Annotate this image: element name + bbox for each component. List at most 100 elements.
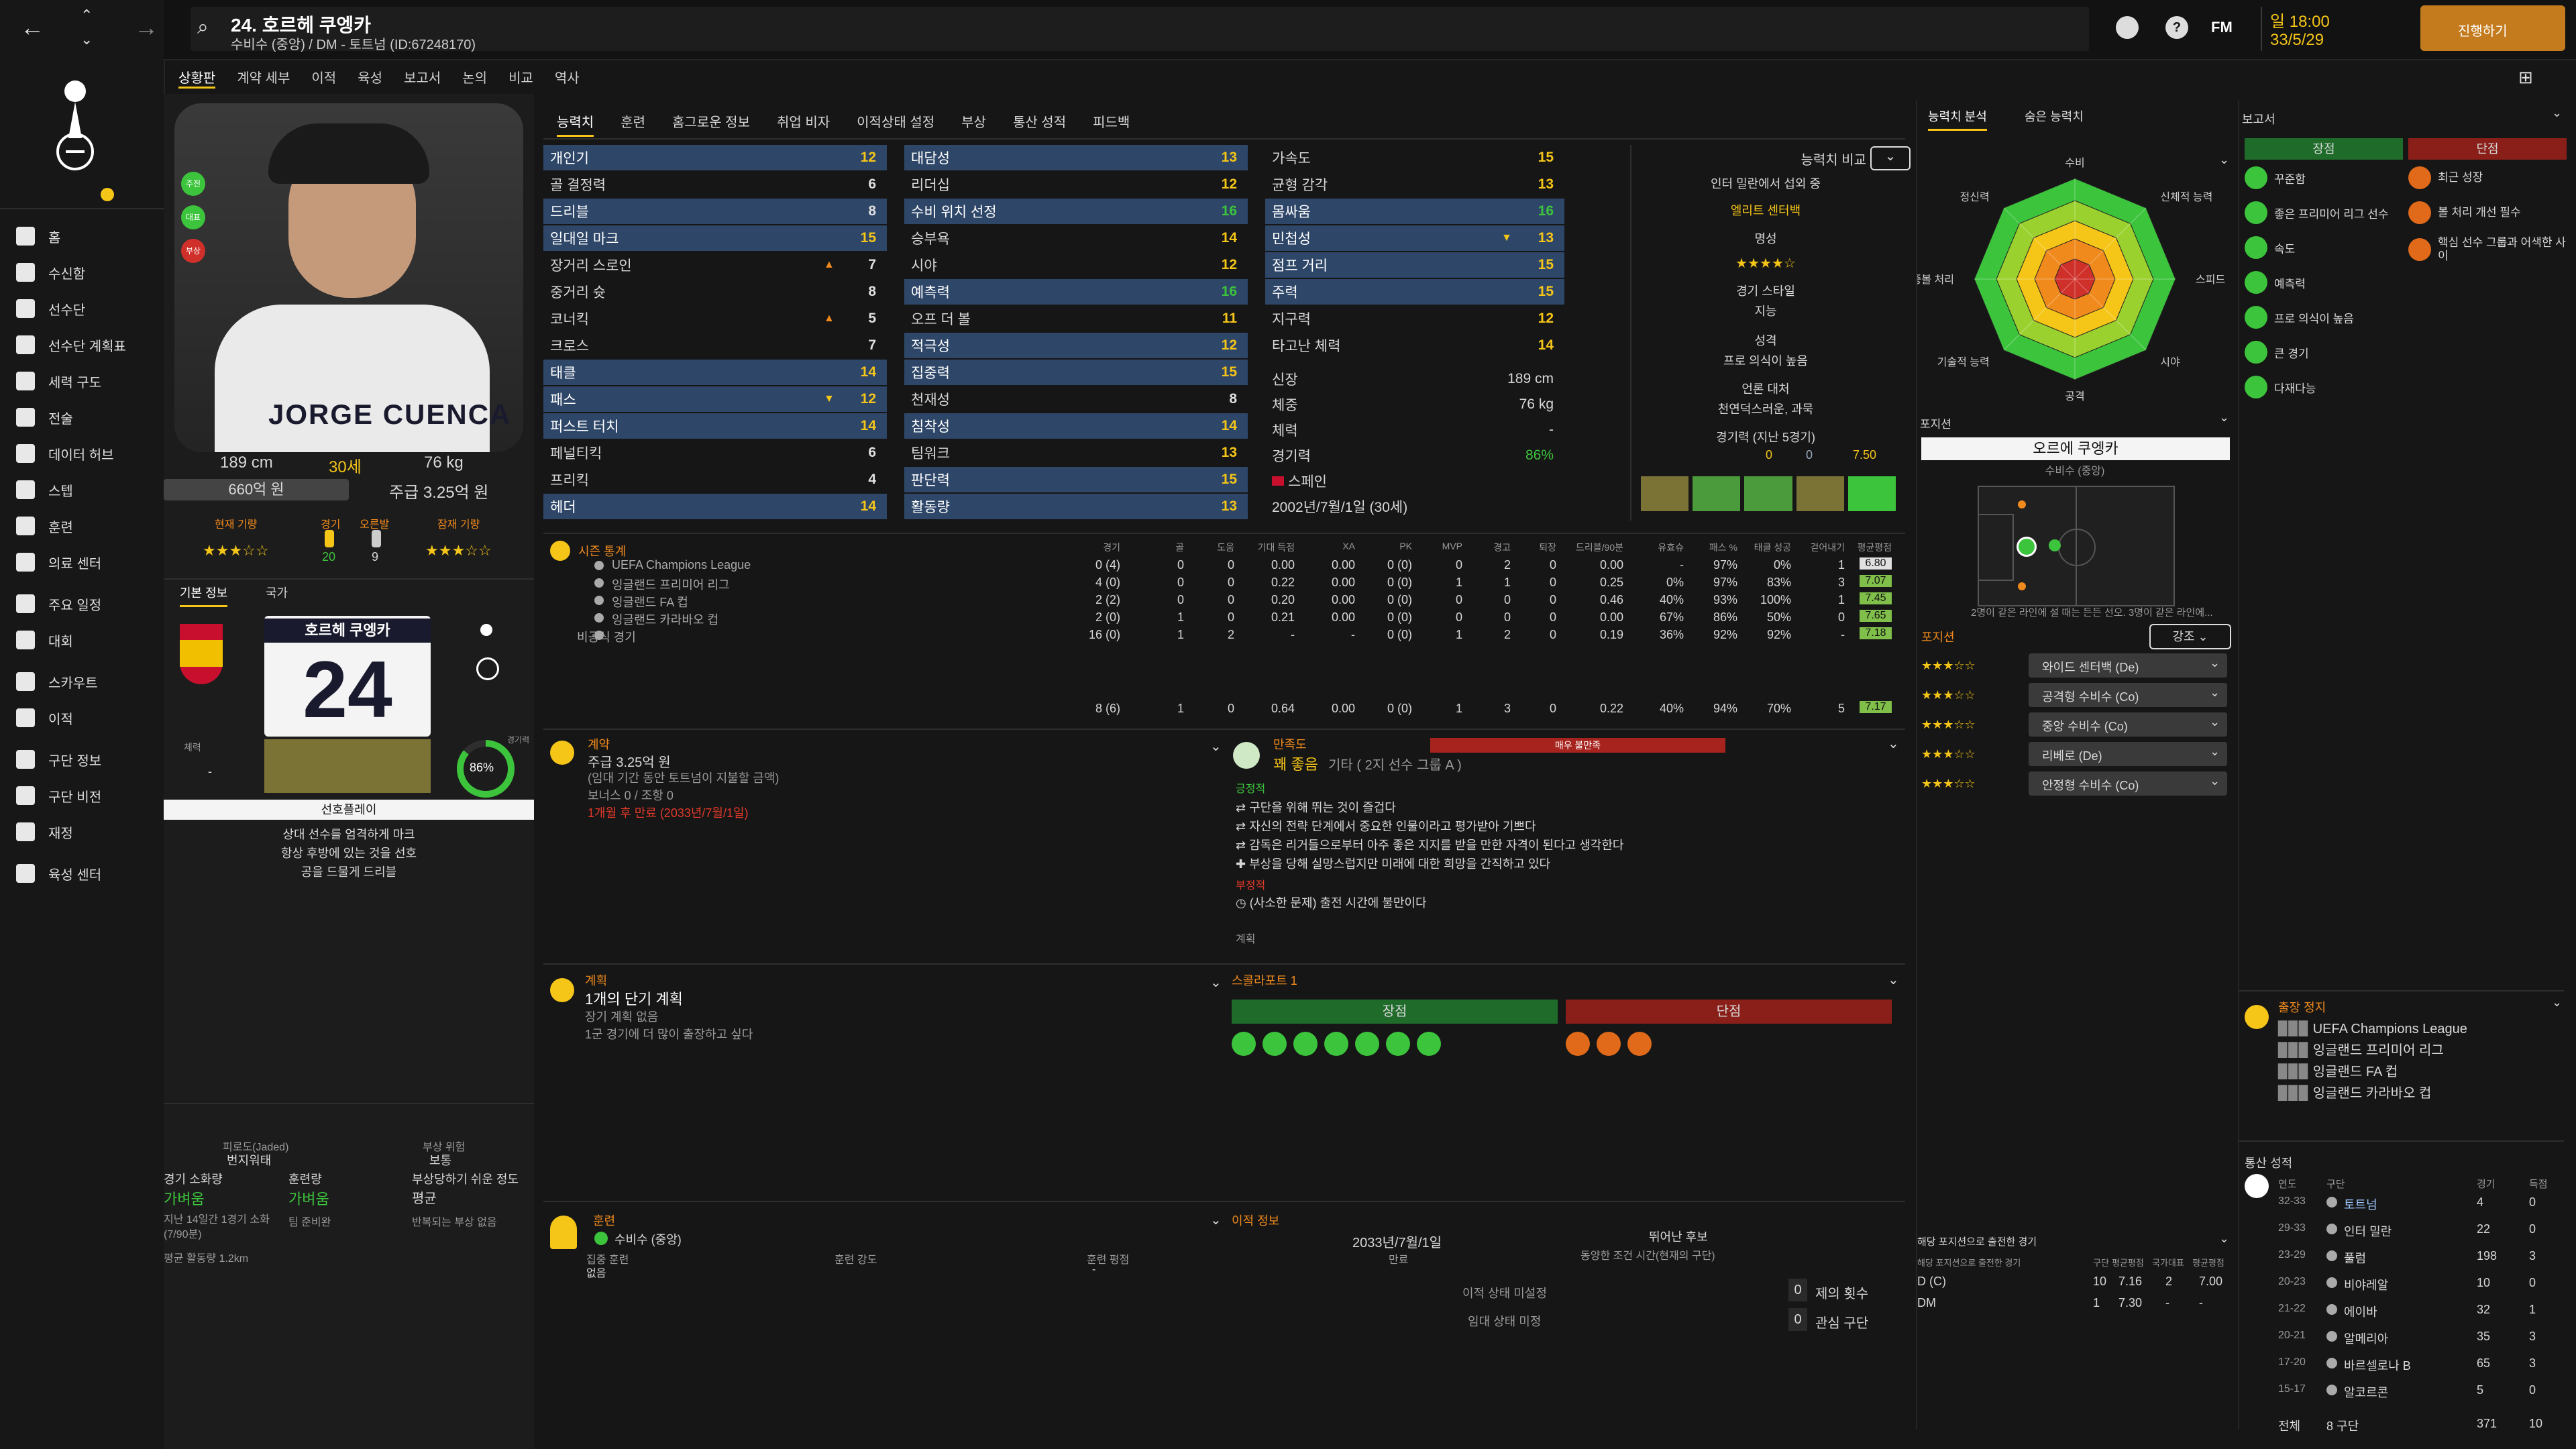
anticipation-icon[interactable] — [1324, 1032, 1348, 1056]
professional-icon[interactable] — [1355, 1032, 1379, 1056]
tab-work-permit[interactable]: 취업 비자 — [776, 115, 830, 130]
career-club[interactable]: 인터 밀란 — [2344, 1225, 2392, 1238]
competition-name[interactable]: 잉글랜드 FA 컵 — [612, 596, 688, 609]
career-club[interactable]: 풀럼 — [2344, 1252, 2367, 1265]
relationship-icon[interactable] — [1627, 1032, 1652, 1056]
chevron-up-icon[interactable]: ⌃ — [80, 7, 93, 23]
attribute-row[interactable]: 점프 거리 15 — [1265, 252, 1564, 278]
sidebar-item-tactics[interactable]: 전술 — [16, 404, 73, 431]
competition-name[interactable]: 잉글랜드 카라바오 컵 — [612, 613, 719, 627]
attribute-row[interactable]: 침착성 14 — [904, 413, 1248, 439]
role-dropdown[interactable]: 리베로 (De) ⌄ — [2029, 742, 2227, 766]
sidebar-item-club-info[interactable]: 구단 정보 — [16, 746, 101, 773]
search-icon[interactable]: ⌕ — [197, 16, 209, 38]
consistency-icon[interactable] — [1232, 1032, 1256, 1056]
transfer-title[interactable]: 이적 정보 — [1232, 1214, 1280, 1228]
sidebar-item-dev-centre[interactable]: 육성 센터 — [16, 860, 101, 887]
tab-transfer-status[interactable]: 이적상태 설정 — [857, 115, 935, 130]
attribute-row[interactable]: 적극성 12 — [904, 333, 1248, 358]
sidebar-item-competitions[interactable]: 대회 — [16, 627, 73, 653]
report-weakness-item[interactable]: 볼 처리 개선 필수 — [2408, 201, 2567, 224]
attribute-row[interactable]: 집중력 15 — [904, 360, 1248, 385]
back-arrow-icon[interactable]: ← — [20, 13, 44, 41]
attribute-row[interactable]: 팀워크 13 — [904, 440, 1248, 466]
attribute-row[interactable]: 균형 감각 13 — [1265, 172, 1564, 197]
badge-injury[interactable]: 부상 — [181, 239, 205, 263]
attribute-row[interactable]: 태클 14 — [543, 360, 887, 385]
tab-hidden-attributes[interactable]: 숨은 능력치 — [2025, 110, 2084, 123]
natural-position-dot[interactable] — [2017, 537, 2037, 557]
attribute-row[interactable]: 장거리 스로인 ▲ 7 — [543, 252, 887, 278]
attribute-row[interactable]: 퍼스트 터치 14 — [543, 413, 887, 439]
highlight-dropdown[interactable]: 강조 ⌄ — [2149, 624, 2231, 649]
stats-column-header[interactable]: PK — [1399, 541, 1412, 551]
tab-nation[interactable]: 국가 — [266, 586, 288, 600]
attribute-row[interactable]: 대담성 13 — [904, 145, 1248, 170]
attribute-row[interactable]: 민첩성 ▼ 13 — [1265, 225, 1564, 251]
stats-column-header[interactable]: 기대 득점 — [1257, 542, 1295, 553]
menu-overview[interactable]: 상황판 — [178, 67, 216, 89]
attribute-row[interactable]: 예측력 16 — [904, 279, 1248, 305]
chevron-down-icon[interactable]: ⌄ — [1888, 973, 1899, 987]
sidebar-item-schedule[interactable]: 주요 일정 — [16, 590, 101, 617]
club-crest-small-icon[interactable] — [472, 624, 499, 684]
attribute-row[interactable]: 패스 ▼ 12 — [543, 386, 887, 412]
menu-development[interactable]: 육성 — [358, 71, 382, 86]
spain-flag-icon[interactable] — [180, 624, 223, 684]
stats-column-header[interactable]: 도움 — [1217, 542, 1234, 553]
menu-contract[interactable]: 계약 세부 — [237, 71, 290, 86]
sidebar-item-training[interactable]: 훈련 — [16, 513, 73, 539]
big-match-icon[interactable] — [1386, 1032, 1410, 1056]
stats-column-header[interactable]: 퇴장 — [1539, 542, 1556, 553]
role-dropdown[interactable]: 안정형 수비수 (Co) ⌄ — [2029, 771, 2227, 796]
report-strength-item[interactable]: 좋은 프리미어 리그 선수 — [2245, 201, 2403, 224]
chevron-down-icon[interactable]: ⌄ — [2219, 1232, 2230, 1245]
attribute-row[interactable]: 천재성 8 — [904, 386, 1248, 412]
chevron-down-icon[interactable]: ⌄ — [1210, 739, 1222, 754]
training-title[interactable]: 훈련 — [593, 1214, 616, 1228]
attribute-row[interactable]: 주력 15 — [1265, 279, 1564, 305]
role-row[interactable]: ★★★☆☆ 안정형 수비수 (Co) ⌄ — [1921, 771, 2230, 797]
report-strength-item[interactable]: 속도 — [2245, 236, 2403, 259]
chevron-down-icon[interactable]: ⌄ — [1210, 975, 1222, 990]
stats-column-header[interactable]: 유효슈 — [1658, 542, 1684, 553]
attribute-row[interactable]: 가속도 15 — [1265, 145, 1564, 170]
position-dot[interactable] — [2018, 582, 2026, 590]
menu-compare[interactable]: 비교 — [508, 71, 533, 86]
forward-arrow-icon[interactable]: → — [134, 13, 158, 41]
report-weakness-item[interactable]: 최근 성장 — [2408, 166, 2567, 189]
career-club[interactable]: 바르셀로나 B — [2344, 1359, 2411, 1373]
report-strength-item[interactable]: 큰 경기 — [2245, 341, 2403, 364]
sidebar-item-inbox[interactable]: 수신함 — [16, 259, 85, 286]
attribute-row[interactable]: 헤더 14 — [543, 494, 887, 519]
continue-button[interactable]: 진행하기 — [2420, 5, 2565, 51]
sidebar-item-finances[interactable]: 재정 — [16, 818, 73, 845]
career-club[interactable]: 알코르콘 — [2344, 1386, 2389, 1399]
position-dot[interactable] — [2049, 539, 2061, 551]
sidebar-item-medical[interactable]: 의료 센터 — [16, 549, 101, 576]
attribute-row[interactable]: 페널티킥 6 — [543, 440, 887, 466]
attribute-row[interactable]: 타고난 체력 14 — [1265, 333, 1564, 358]
role-row[interactable]: ★★★☆☆ 리베로 (De) ⌄ — [1921, 742, 2230, 767]
chevron-down-icon[interactable]: ⌄ — [1210, 1213, 1222, 1228]
speed-icon[interactable] — [1293, 1032, 1318, 1056]
ball-icon[interactable] — [2116, 16, 2139, 39]
plan-title[interactable]: 계획 — [585, 974, 608, 987]
sidebar-item-data-hub[interactable]: 데이터 허브 — [16, 440, 114, 467]
sidebar-item-transfers[interactable]: 이적 — [16, 704, 73, 731]
tab-feedback[interactable]: 피드백 — [1093, 115, 1130, 130]
tab-career-stats[interactable]: 통산 성적 — [1012, 115, 1067, 130]
sidebar-item-dynamics[interactable]: 세력 구도 — [16, 368, 101, 394]
attribute-row[interactable]: 크로스 7 — [543, 333, 887, 358]
stats-column-header[interactable]: 패스 % — [1709, 542, 1737, 553]
attribute-row[interactable]: 개인기 12 — [543, 145, 887, 170]
fm-icon[interactable]: FM — [2211, 19, 2233, 36]
attribute-row[interactable]: 중거리 슛 8 — [543, 279, 887, 305]
menu-transfer[interactable]: 이적 — [311, 71, 337, 86]
versatile-icon[interactable] — [1417, 1032, 1441, 1056]
contract-title[interactable]: 계약 — [588, 738, 610, 751]
help-icon[interactable]: ? — [2165, 16, 2188, 39]
menu-reports[interactable]: 보고서 — [404, 71, 441, 86]
stats-column-header[interactable]: 평균평점 — [1857, 542, 1892, 553]
growth-icon[interactable] — [1566, 1032, 1590, 1056]
